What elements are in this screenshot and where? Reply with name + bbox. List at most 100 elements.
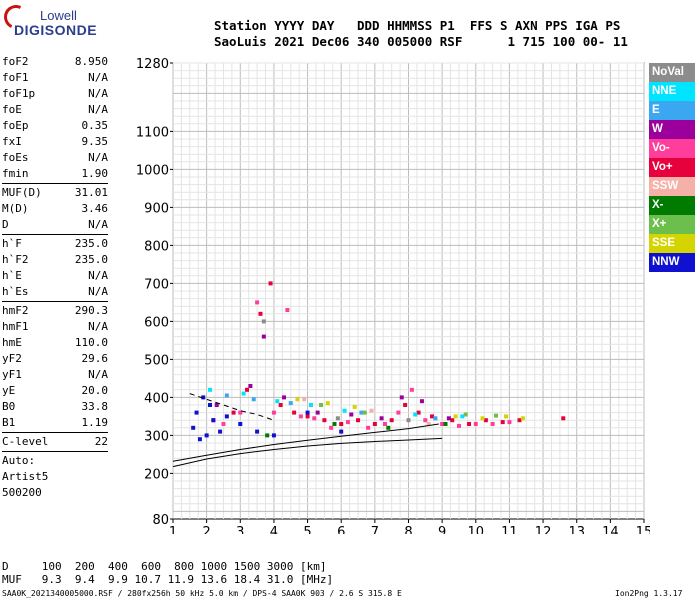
data-point: [305, 414, 310, 419]
data-point: [483, 418, 488, 423]
param-row: B0 33.8: [2, 399, 108, 415]
param-value: 9.35: [81, 135, 109, 148]
param-value: 110.0: [74, 336, 108, 349]
params-group-muf: MUF(D) 31.01 M(D) 3.46 D N/A: [2, 185, 108, 233]
y-tick-label: 80: [152, 513, 169, 528]
param-value: 8.950: [74, 55, 108, 68]
y-tick-label: 1280: [136, 57, 169, 72]
data-point: [403, 403, 408, 407]
data-point: [335, 416, 340, 421]
params-divider: [2, 451, 108, 452]
data-point: [507, 420, 512, 425]
data-point: [426, 422, 431, 426]
data-point: [275, 399, 280, 404]
data-point: [345, 420, 350, 425]
param-name: h`F: [2, 237, 22, 250]
data-point: [255, 300, 260, 305]
data-point: [271, 410, 276, 415]
data-point: [329, 425, 334, 430]
param-row: foEs N/A: [2, 150, 108, 166]
ionogram-chart: 1 2 3 4 5 6 7 8 9 10 11 12 13 14 158020030040050060070…: [136, 57, 650, 534]
param-value: N/A: [88, 320, 108, 333]
param-name: hmF1: [2, 320, 29, 333]
data-point: [339, 429, 344, 434]
params-divider: [2, 183, 108, 184]
data-point: [241, 391, 246, 396]
param-name: B0: [2, 400, 16, 413]
profile-curve: [172, 437, 443, 468]
data-point: [356, 418, 361, 423]
param-name: foE: [2, 103, 22, 116]
data-point: [379, 416, 384, 421]
data-point: [430, 414, 435, 419]
data-point: [561, 416, 566, 421]
param-value: 1.19: [81, 416, 109, 429]
param-name: MUF(D): [2, 186, 42, 199]
param-value: 20.0: [81, 384, 109, 397]
y-tick-label: 500: [144, 353, 169, 368]
y-tick-label: 200: [144, 467, 169, 482]
param-row: hmE 110.0: [2, 335, 108, 351]
data-point: [238, 422, 243, 426]
data-point: [211, 418, 216, 423]
data-point: [231, 410, 236, 415]
y-tick-label: 600: [144, 315, 169, 330]
data-point: [208, 387, 213, 392]
param-row: foF2 8.950: [2, 54, 108, 70]
data-point: [248, 384, 253, 388]
param-value: 1.90: [81, 167, 109, 180]
data-point: [382, 422, 387, 426]
data-point: [480, 416, 485, 421]
data-point: [409, 387, 414, 392]
param-value: N/A: [88, 71, 108, 84]
param-name: h`Es: [2, 285, 29, 298]
data-point: [413, 412, 418, 417]
param-row: foEp 0.35: [2, 118, 108, 134]
legend-item: E: [649, 101, 695, 120]
data-point: [419, 399, 424, 404]
footer-file-info: SAA0K_2021340005000.RSF / 280fx256h 50 k…: [2, 589, 402, 598]
param-value: 29.6: [81, 352, 109, 365]
data-point: [221, 422, 226, 426]
data-point: [399, 395, 404, 400]
param-row: foF1 N/A: [2, 70, 108, 86]
data-point: [366, 425, 371, 430]
data-point: [453, 414, 458, 419]
data-point: [255, 429, 260, 434]
param-value: N/A: [88, 87, 108, 100]
autoscale-version: 500200: [2, 486, 42, 499]
data-point: [312, 416, 317, 421]
data-point: [386, 425, 391, 430]
data-point: [218, 429, 223, 434]
param-name: D: [2, 218, 9, 231]
data-point: [460, 414, 465, 419]
param-row: h`Es N/A: [2, 284, 108, 300]
param-value: N/A: [88, 151, 108, 164]
params-group-profile: hmF2 290.3 hmF1 N/A hmE 110.0 yF2 29.6 yF1 N/A yE 2…: [2, 303, 108, 431]
logo-lowell: Lowell: [40, 8, 77, 23]
x-tick-label: 6: [337, 525, 345, 534]
data-point: [433, 416, 438, 421]
param-name: h`F2: [2, 253, 29, 266]
y-tick-label: 900: [144, 201, 169, 216]
param-value: N/A: [88, 368, 108, 381]
param-row: h`F 235.0: [2, 236, 108, 252]
data-point: [339, 422, 344, 426]
data-point: [194, 410, 199, 415]
param-name: B1: [2, 416, 16, 429]
param-name: foEs: [2, 151, 29, 164]
data-point: [319, 403, 324, 407]
data-point: [208, 403, 213, 407]
data-point: [278, 403, 283, 407]
data-point: [315, 410, 320, 415]
data-point: [443, 422, 448, 426]
param-row: fxI 9.35: [2, 134, 108, 150]
param-value: N/A: [88, 103, 108, 116]
data-point: [268, 281, 273, 286]
param-name: fmin: [2, 167, 29, 180]
params-divider: [2, 432, 108, 433]
data-point: [352, 404, 357, 409]
x-tick-label: 15: [636, 525, 650, 534]
param-name: hmE: [2, 336, 22, 349]
data-point: [285, 308, 290, 312]
